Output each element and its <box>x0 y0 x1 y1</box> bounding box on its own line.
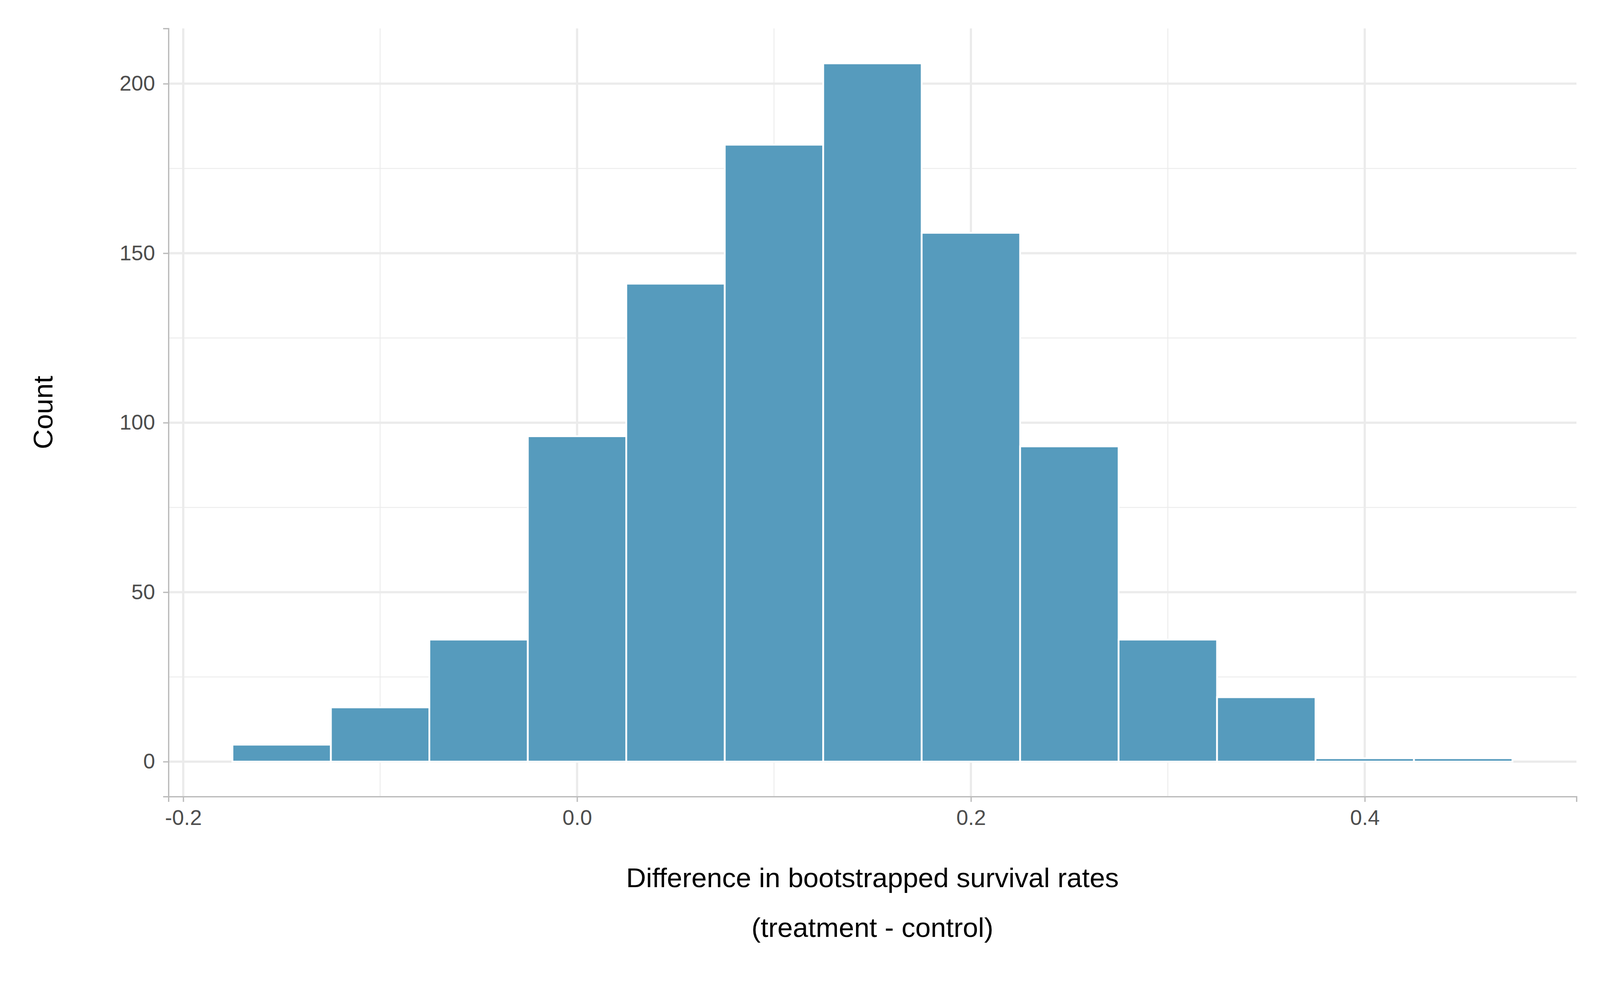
histogram-bar <box>232 744 332 762</box>
histogram-bar <box>1020 446 1119 763</box>
x-tick: 0.4 <box>1350 796 1380 830</box>
histogram-bar <box>921 232 1021 762</box>
y-tick-mark <box>163 83 169 85</box>
y-tick-label: 100 <box>119 410 156 435</box>
y-tick: 50 <box>131 580 169 604</box>
x-tick-mark <box>182 796 184 803</box>
x-tick: 0.2 <box>956 796 987 830</box>
histogram-bar <box>1413 758 1513 763</box>
y-tick-label: 200 <box>119 71 156 96</box>
minor-grid-line <box>379 28 381 797</box>
histogram-bar <box>331 707 430 762</box>
x-axis-title: Difference in bootstrapped survival rate… <box>626 862 1120 944</box>
x-tick-mark <box>1364 796 1366 803</box>
y-tick-label: 50 <box>131 580 156 604</box>
histogram-bar <box>823 63 922 763</box>
x-axis-line <box>168 797 1577 803</box>
x-tick-mark <box>970 796 972 803</box>
bars <box>232 63 1513 763</box>
x-axis: -0.2 0.0 0.2 0.4 <box>164 796 1577 830</box>
x-tick-label: 0.2 <box>956 806 987 830</box>
grid-line <box>182 28 185 797</box>
histogram-bar <box>528 436 627 762</box>
grid <box>168 28 1577 797</box>
x-tick: -0.2 <box>164 796 202 830</box>
y-tick-label: 150 <box>119 241 156 265</box>
x-tick-label: 0.0 <box>562 806 593 830</box>
y-axis-title: Count <box>27 376 59 450</box>
y-tick: 100 <box>119 410 169 435</box>
chart: -0.2 0.0 0.2 0.4 0 50 100 150 200 Difference in b… <box>0 0 1600 988</box>
grid-line <box>1363 28 1366 797</box>
y-tick-mark <box>163 252 169 255</box>
histogram-bar <box>1216 697 1316 762</box>
y-tick: 200 <box>119 71 169 96</box>
y-axis: 0 50 100 150 200 <box>119 28 169 798</box>
y-tick-mark <box>163 422 169 424</box>
y-tick: 150 <box>119 241 169 265</box>
y-tick: 0 <box>143 749 169 774</box>
histogram-bar <box>626 284 725 763</box>
histogram-bar <box>1315 758 1415 763</box>
x-tick-label: -0.2 <box>164 806 202 830</box>
y-axis-line <box>163 28 169 798</box>
x-tick-mark <box>576 796 578 803</box>
x-tick-label: 0.4 <box>1350 806 1380 830</box>
histogram-bar <box>724 144 824 763</box>
histogram-bar <box>429 640 528 763</box>
y-tick-mark <box>163 761 169 763</box>
y-tick-mark <box>163 592 169 594</box>
y-tick-label: 0 <box>143 749 156 774</box>
histogram-bar <box>1118 640 1218 763</box>
x-tick: 0.0 <box>562 796 593 830</box>
